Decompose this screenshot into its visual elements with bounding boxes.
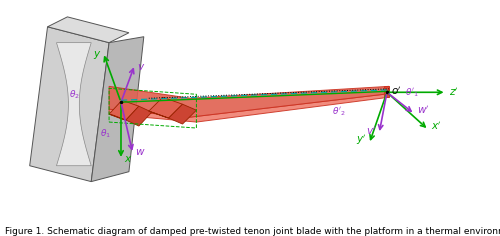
- Text: $y$: $y$: [92, 49, 101, 61]
- Text: $\theta'_2$: $\theta'_2$: [332, 106, 345, 118]
- Polygon shape: [149, 97, 182, 118]
- Polygon shape: [30, 27, 109, 182]
- Polygon shape: [109, 94, 389, 122]
- Text: $z'$: $z'$: [450, 86, 460, 98]
- Text: $o'$: $o'$: [391, 84, 402, 97]
- Polygon shape: [149, 111, 169, 118]
- Text: $y'$: $y'$: [356, 132, 367, 147]
- Text: $w$: $w$: [135, 147, 145, 157]
- Text: $v$: $v$: [137, 62, 145, 72]
- Polygon shape: [48, 17, 129, 43]
- Text: $\theta_2$: $\theta_2$: [69, 88, 80, 101]
- Polygon shape: [168, 104, 196, 124]
- Polygon shape: [109, 86, 389, 117]
- Text: Figure 1. Schematic diagram of damped pre-twisted tenon joint blade with the pla: Figure 1. Schematic diagram of damped pr…: [5, 227, 500, 236]
- Polygon shape: [126, 106, 152, 126]
- Text: $w'$: $w'$: [416, 104, 430, 116]
- Polygon shape: [109, 100, 139, 120]
- Polygon shape: [91, 37, 144, 182]
- Text: $x'$: $x'$: [430, 120, 442, 132]
- Text: $\theta'_1$: $\theta'_1$: [405, 86, 418, 99]
- Polygon shape: [56, 43, 91, 166]
- Text: $v'$: $v'$: [366, 125, 377, 137]
- Polygon shape: [384, 86, 389, 97]
- Polygon shape: [109, 114, 126, 120]
- Text: $\theta_1$: $\theta_1$: [100, 128, 111, 140]
- Text: $x$: $x$: [124, 154, 132, 164]
